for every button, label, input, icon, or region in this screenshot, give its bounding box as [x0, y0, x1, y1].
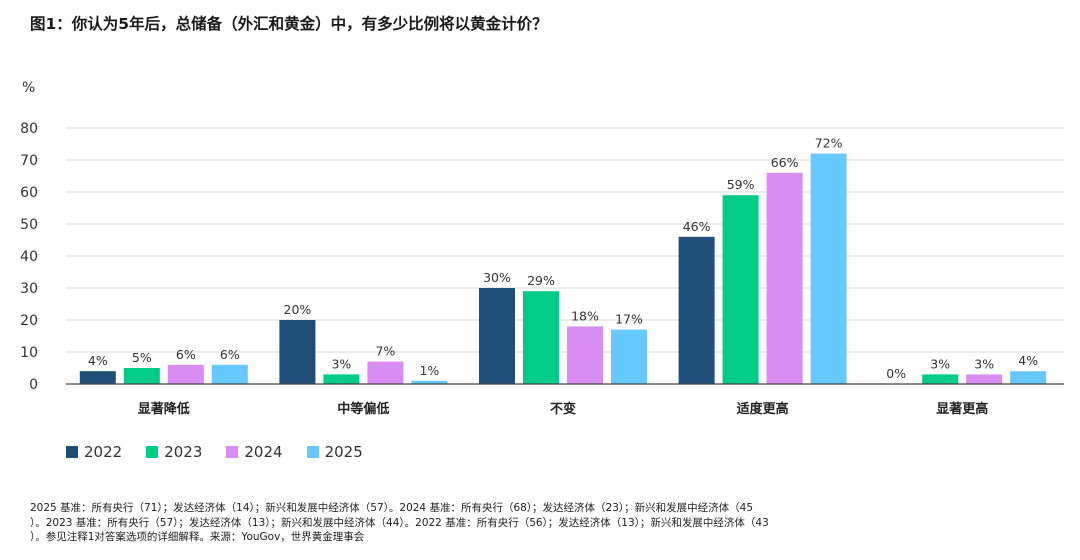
bar-2022 — [279, 320, 316, 384]
legend-swatch-2023 — [146, 446, 159, 458]
bar-2022 — [79, 371, 116, 384]
legend-label-2023: 2023 — [164, 443, 203, 461]
data-label: 17% — [615, 312, 643, 327]
bar-2023 — [722, 195, 759, 384]
data-label: 3% — [331, 356, 351, 371]
legend-item-2025: 2025 — [306, 443, 363, 461]
bar-2022 — [678, 236, 715, 384]
bar-2024 — [367, 361, 404, 384]
y-tick-label: 80 — [20, 121, 38, 137]
bar-2025 — [211, 364, 248, 384]
data-label: 46% — [683, 219, 711, 234]
legend-label-2024: 2024 — [244, 443, 283, 461]
y-tick-label: 10 — [20, 345, 38, 361]
x-category-label: 适度更高 — [737, 401, 789, 417]
x-category-label: 中等偏低 — [337, 401, 389, 417]
bar-2024 — [966, 374, 1003, 384]
bar-2023 — [323, 374, 360, 384]
legend-swatch-2022 — [66, 446, 78, 458]
bar-2025 — [411, 380, 448, 384]
footnote-line: 2025 基准：所有央行（71）；发达经济体（14）；新兴和发展中经济体（57）… — [30, 502, 754, 514]
legend-item-2023: 2023 — [146, 443, 202, 461]
data-label: 59% — [727, 177, 755, 192]
data-label: 6% — [220, 347, 240, 362]
y-tick-label: 70 — [20, 153, 38, 169]
data-label: 7% — [375, 344, 395, 359]
bar-2024 — [167, 364, 204, 384]
y-tick-label: 40 — [20, 249, 38, 265]
y-tick-label: 30 — [20, 281, 38, 297]
data-label: 30% — [483, 270, 511, 285]
data-label: 29% — [527, 273, 555, 288]
data-label: 6% — [176, 347, 196, 362]
legend: 2022 2023 2024 2025 — [66, 443, 363, 461]
data-label: 0% — [886, 366, 906, 381]
data-label: 3% — [930, 356, 950, 371]
legend-item-2022: 2022 — [66, 443, 122, 461]
data-label: 18% — [571, 308, 599, 323]
y-tick-label: 0 — [29, 377, 38, 393]
data-label: 3% — [974, 356, 994, 371]
x-category-label: 显著更高 — [936, 401, 988, 417]
data-label: 20% — [284, 302, 312, 317]
footnote-line: ）。参见注释1对答案选项的详细解释。来源：YouGov，世界黄金理事会 — [30, 531, 365, 543]
bar-2024 — [766, 172, 803, 384]
x-category-label: 显著降低 — [138, 401, 190, 417]
footnote: 2025 基准：所有央行（71）；发达经济体（14）；新兴和发展中经济体（57）… — [30, 501, 1060, 545]
footnote-line: ）。2023 基准：所有央行（57）；发达经济体（13）；新兴和发展中经济体（4… — [30, 516, 769, 529]
chart-title: 图1：你认为5年后，总储备（外汇和黄金）中，有多少比例将以黄金计价？ — [30, 15, 548, 33]
data-label: 66% — [771, 155, 799, 170]
legend-swatch-2025 — [306, 446, 319, 458]
data-label: 4% — [88, 353, 108, 368]
data-label: 72% — [815, 136, 843, 151]
bar-2024 — [567, 326, 603, 384]
legend-item-2024: 2024 — [226, 443, 283, 461]
bar-2025 — [810, 153, 847, 384]
bar-2023 — [123, 368, 160, 384]
bar-2023 — [922, 374, 959, 384]
bar-2025 — [1010, 371, 1047, 384]
bar-2023 — [523, 291, 559, 384]
legend-label-2025: 2025 — [324, 443, 363, 461]
bar-2025 — [611, 329, 647, 384]
bar-2022 — [479, 288, 515, 384]
y-axis-unit: % — [22, 80, 36, 96]
data-label: 5% — [132, 350, 152, 365]
y-tick-label: 60 — [20, 185, 38, 201]
bar-chart: 0 10 20 30 40 50 60 70 80 4% 5% 6% 6% 显著降低 20% 3% 7% 1% 中等… — [20, 121, 1064, 417]
y-tick-label: 50 — [20, 217, 38, 233]
y-tick-label: 20 — [20, 313, 38, 329]
data-label: 4% — [1018, 353, 1038, 368]
legend-swatch-2024 — [226, 446, 239, 458]
data-label: 1% — [419, 363, 439, 378]
x-category-label: 不变 — [550, 401, 576, 417]
legend-label-2022: 2022 — [84, 443, 123, 461]
